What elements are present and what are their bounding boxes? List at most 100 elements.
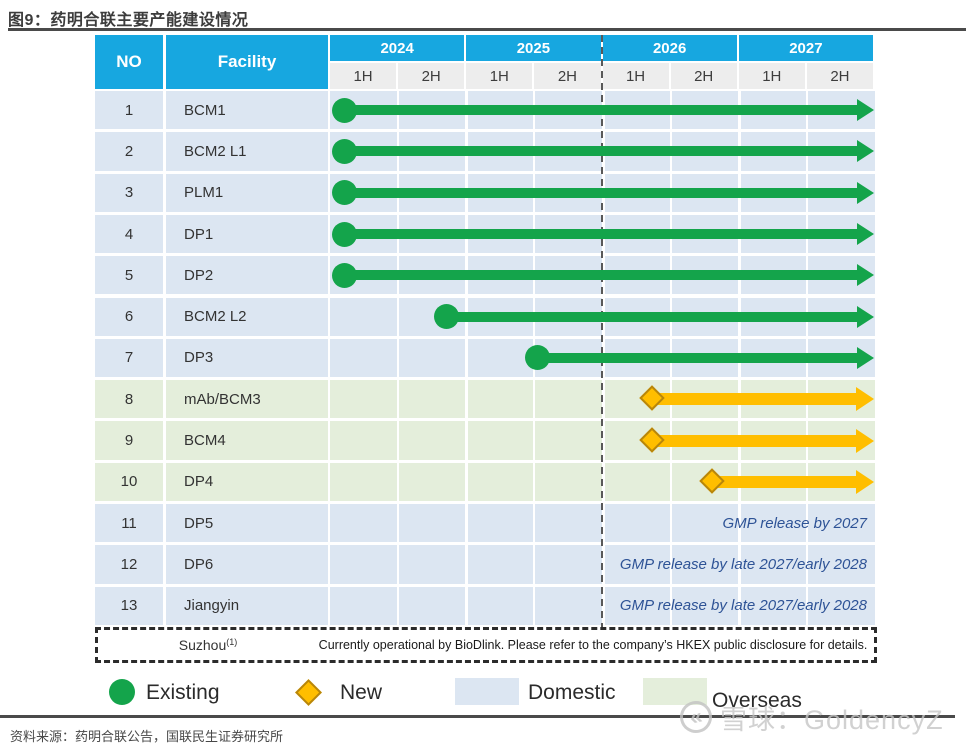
arrowhead-icon [857,346,874,369]
row-no: 8 [95,380,163,419]
facility-label: mAb/BCM3 [166,380,328,419]
title-divider [8,28,966,31]
row-no: 6 [95,297,163,336]
row-no: 2 [95,132,163,171]
gantt-bar-existing [345,229,861,240]
column-separator [601,421,605,460]
column-separator [397,338,400,378]
column-separator [737,586,741,625]
column-separator [465,338,469,378]
footnote-facility-text: Suzhou [178,637,227,653]
gantt-bar-existing [447,311,861,322]
row-no: 3 [95,173,163,212]
dashed-divider-line [601,35,603,627]
column-separator [601,380,605,419]
source-text: 资料来源：药明合联公告，国联民生证券研究所 [10,729,284,744]
half-header-cell: 2H [806,63,873,89]
facility-label: DP4 [166,462,328,501]
half-header-cell: 2H [670,63,737,89]
facility-label: DP6 [166,545,328,584]
year-header-cell: 2024 [330,35,465,61]
bottom-divider [0,715,955,718]
year-header-cell: 2025 [466,35,601,61]
column-separator [397,504,400,543]
column-separator [533,421,536,460]
figure-title: 图9：药明合联主要产能建设情况 [8,12,249,29]
arrowhead-icon [857,181,874,204]
column-separator [397,380,400,419]
facility-label: BCM2 L2 [166,297,328,336]
column-separator [465,545,469,584]
column-separator [397,421,400,460]
row-no: 12 [95,545,163,584]
gmp-release-note: GMP release by late 2027/early 2028 [619,555,867,573]
facility-label: DP3 [166,338,328,378]
arrowhead-icon [857,223,874,246]
arrowhead-icon [856,387,874,412]
footnote-facility-label: Suzhou (1) [98,630,318,660]
domestic-swatch [455,678,519,705]
column-separator [601,462,605,501]
facility-label: DP1 [166,214,328,254]
column-separator [805,586,808,625]
legend-label-overseas: Overseas [712,689,802,712]
facility-label: BCM4 [166,421,328,460]
column-separator [465,462,469,501]
column-separator [805,545,808,584]
column-separator [737,504,741,543]
arrowhead-icon [856,469,874,494]
column-separator [533,380,536,419]
watermark: « 雪球：GoldencyZ [677,697,944,737]
gantt-bar-new [713,475,861,488]
gantt-bar-new [653,434,861,447]
new-diamond-icon [699,468,725,494]
column-separator [533,504,536,543]
half-header-cell: 2H [534,63,601,89]
half-header-cell: 1H [602,63,669,89]
column-separator [465,380,469,419]
column-separator [533,545,536,584]
half-header-cell: 1H [466,63,533,89]
gmp-release-note: GMP release by late 2027/early 2028 [619,597,867,615]
facility-label: BCM1 [166,91,328,130]
facility-label: DP5 [166,504,328,543]
facility-header: Facility [166,35,328,89]
column-separator [669,462,672,501]
column-separator [465,504,469,543]
row-no: 7 [95,338,163,378]
half-header-cell: 1H [738,63,805,89]
existing-circle-icon [332,138,358,164]
watermark-text: 雪球：GoldencyZ [720,704,944,735]
column-separator [465,586,469,625]
legend-label-domestic: Domestic [528,681,616,704]
arrowhead-icon [857,99,874,122]
gmp-release-note: GMP release by 2027 [722,514,867,532]
column-separator [465,421,469,460]
gantt-bar-existing [538,352,861,363]
column-separator [669,504,672,543]
gantt-bar-existing [345,187,861,198]
facility-label: PLM1 [166,173,328,212]
existing-circle-icon [332,180,358,206]
facility-label: Jiangyin [166,586,328,625]
column-separator [397,462,400,501]
existing-circle-icon [332,262,358,288]
column-separator [601,504,605,543]
legend: Existing New Domestic Overseas [0,676,974,712]
new-diamond-icon [295,679,322,706]
row-no: 9 [95,421,163,460]
gantt-bar-existing [345,146,861,157]
existing-circle-icon [109,679,135,705]
new-diamond-icon [639,385,665,411]
arrowhead-icon [857,140,874,163]
column-separator [397,586,400,625]
arrowhead-icon [857,305,874,328]
existing-circle-icon [332,221,358,247]
column-separator [737,545,741,584]
gantt-bar-new [653,393,861,406]
no-header: NO [95,35,163,89]
column-separator [601,545,605,584]
existing-circle-icon [434,304,460,330]
row-no: 13 [95,586,163,625]
half-header-cell: 2H [398,63,465,89]
